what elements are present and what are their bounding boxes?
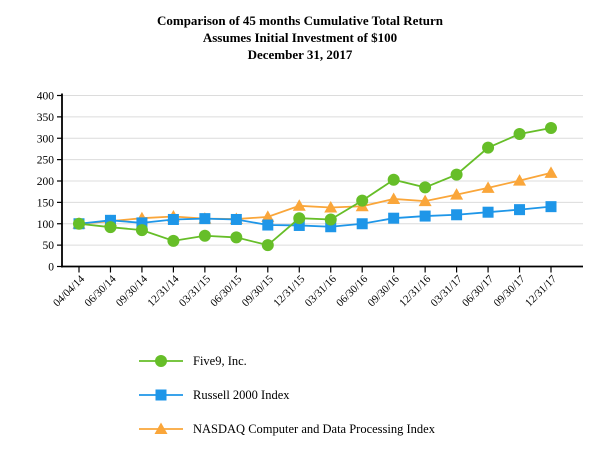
- x-axis-label: 12/31/14: [145, 273, 181, 309]
- data-point-marker: [135, 224, 148, 237]
- legend-label: Russell 2000 Index: [193, 387, 290, 402]
- chart-title-block: Comparison of 45 months Cumulative Total…: [0, 12, 600, 63]
- x-axis-label: 03/31/16: [303, 273, 339, 309]
- data-point-marker: [73, 217, 85, 230]
- data-point-marker: [261, 210, 275, 222]
- data-point-marker: [418, 194, 432, 207]
- chart-title-line-3: December 31, 2017: [247, 47, 353, 62]
- data-point-marker: [419, 210, 431, 222]
- data-point-marker: [167, 213, 179, 225]
- data-point-marker: [154, 422, 168, 434]
- legend-item-russell-2000-index: Russell 2000 Index: [138, 387, 435, 403]
- x-axis-label: 12/31/17: [523, 273, 559, 309]
- y-axis-label: 50: [43, 240, 55, 252]
- data-point-marker: [324, 213, 337, 226]
- data-point-marker: [451, 209, 463, 221]
- x-axis-label: 03/31/15: [177, 273, 213, 309]
- y-axis-label: 350: [37, 112, 55, 124]
- series-line: [78, 172, 552, 225]
- data-point-marker: [292, 199, 306, 211]
- x-axis-label: 03/31/17: [429, 273, 465, 309]
- cumulative-return-line-chart: 0 50 100 150 200 250 300 350 400 04/04/1406/30/14…: [37, 91, 583, 309]
- data-point-marker: [198, 229, 211, 242]
- data-point-marker: [230, 231, 243, 244]
- x-axis-label: 06/30/17: [460, 273, 496, 309]
- data-point-marker: [482, 141, 495, 154]
- x-axis-label: 09/30/17: [492, 273, 528, 309]
- data-point-marker: [514, 204, 526, 216]
- y-axis-label: 0: [48, 262, 54, 274]
- data-point-marker: [155, 355, 167, 367]
- data-point-marker: [513, 174, 527, 186]
- data-point-marker: [199, 213, 211, 225]
- data-point-marker: [262, 219, 274, 231]
- y-axis-label: 300: [37, 133, 55, 145]
- data-point-marker: [356, 218, 368, 230]
- data-point-marker: [155, 389, 167, 401]
- y-axis-label: 100: [37, 219, 55, 231]
- data-point-marker: [325, 221, 337, 233]
- series-line: [78, 127, 552, 247]
- y-axis-label: 150: [37, 197, 55, 209]
- data-point-marker: [293, 212, 306, 225]
- y-axis-label: 400: [37, 91, 55, 103]
- x-axis-label: 06/30/16: [334, 273, 370, 309]
- data-point-marker: [545, 201, 557, 213]
- data-point-marker: [293, 219, 305, 231]
- data-point-marker: [450, 168, 463, 181]
- data-point-marker: [419, 181, 432, 194]
- data-point-marker: [545, 121, 557, 134]
- data-point-marker: [513, 127, 526, 140]
- data-point-marker: [104, 221, 117, 234]
- data-point-marker: [324, 201, 338, 213]
- series-line: [78, 205, 552, 228]
- chart-legend: Five9, Inc. Russell 2000 Index NASDAQ Comp…: [138, 353, 435, 455]
- x-axis-label: 12/31/16: [397, 273, 433, 309]
- data-point-marker: [544, 166, 558, 178]
- data-point-marker: [104, 214, 116, 226]
- data-point-marker: [450, 188, 464, 200]
- data-point-marker: [261, 239, 274, 252]
- x-axis-label: 09/30/14: [114, 273, 150, 309]
- legend-triangle-marker-icon: [139, 422, 183, 434]
- data-point-marker: [167, 234, 180, 247]
- data-point-marker: [481, 181, 495, 193]
- x-axis-label: 06/30/15: [208, 273, 244, 309]
- data-point-marker: [387, 173, 400, 186]
- y-axis-label: 250: [37, 155, 55, 167]
- data-point-marker: [230, 213, 242, 225]
- legend-item-five9-inc: Five9, Inc.: [138, 353, 435, 369]
- y-axis-label: 200: [37, 176, 55, 188]
- chart-title-line-2: Assumes Initial Investment of $100: [202, 30, 398, 45]
- x-axis-label: 06/30/14: [82, 273, 118, 309]
- x-axis-label: 09/30/16: [366, 273, 402, 309]
- legend-circle-marker-icon: [139, 355, 183, 367]
- legend-item-nasdaq-computer-and-data-processing-index: NASDAQ Computer and Data Processing Inde…: [138, 421, 435, 437]
- data-point-marker: [482, 206, 494, 218]
- legend-label: Five9, Inc.: [193, 353, 247, 368]
- data-point-marker: [136, 217, 148, 229]
- legend-label: NASDAQ Computer and Data Processing Inde…: [193, 421, 435, 436]
- x-axis-label: 09/30/15: [240, 273, 276, 309]
- x-axis-label: 04/04/14: [51, 273, 87, 309]
- data-point-marker: [387, 192, 401, 204]
- x-axis-label: 12/31/15: [271, 273, 307, 309]
- data-point-marker: [356, 194, 369, 207]
- legend-square-marker-icon: [139, 389, 183, 401]
- chart-title-line-1: Comparison of 45 months Cumulative Total…: [156, 13, 444, 28]
- data-point-marker: [388, 212, 400, 224]
- series-five9-inc: [73, 121, 557, 252]
